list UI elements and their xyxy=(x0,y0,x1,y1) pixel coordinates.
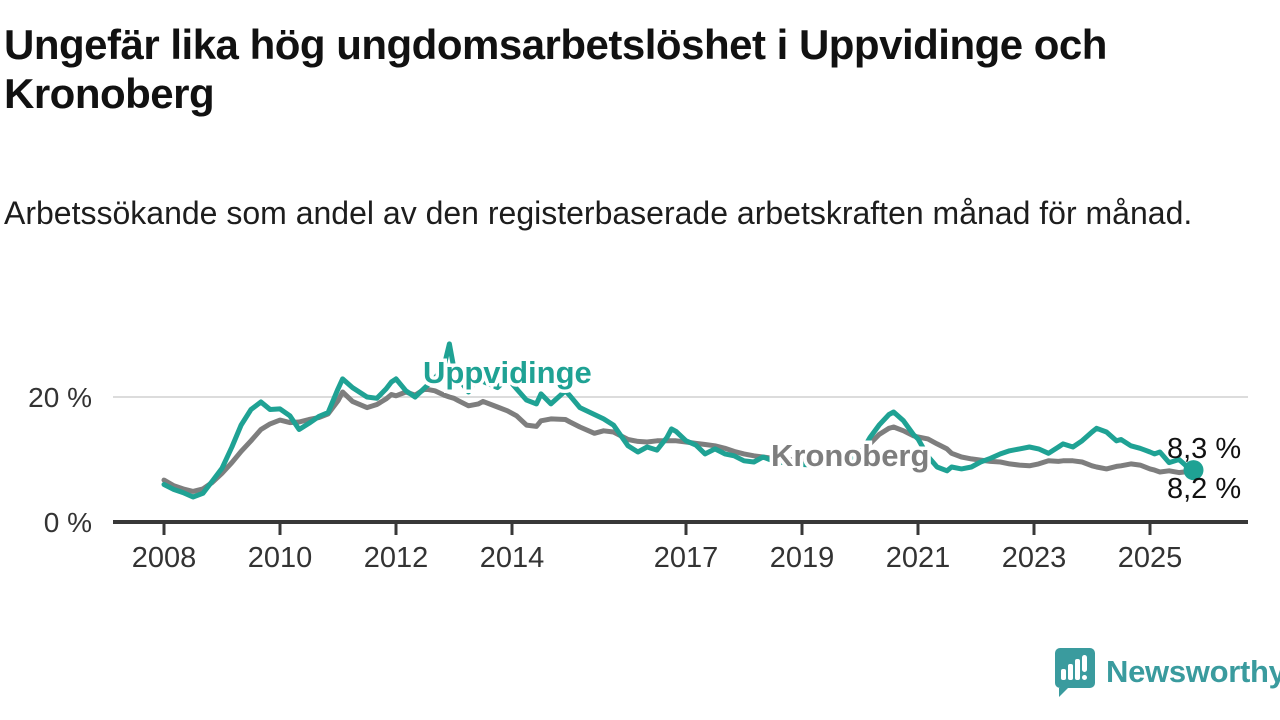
x-tick-label-2023: 2023 xyxy=(1002,542,1067,574)
end-value-label-kronoberg: 8,2 % xyxy=(1167,473,1241,505)
newsworthy-logo[interactable]: Newsworthy xyxy=(1052,646,1280,698)
exclamation-stem xyxy=(1082,655,1087,672)
bar-1 xyxy=(1061,669,1066,680)
chart-subtitle: Arbetssökande som andel av den registerb… xyxy=(4,195,1193,231)
bar-2 xyxy=(1068,664,1073,680)
y-tick-label-0: 0 % xyxy=(44,507,92,538)
exclamation-dot xyxy=(1082,675,1087,680)
x-tick-label-2021: 2021 xyxy=(886,542,951,574)
series-line-uppvidinge xyxy=(161,341,1196,500)
series-line-kronoberg xyxy=(161,386,1196,494)
x-tick-label-2019: 2019 xyxy=(770,542,835,574)
x-tick-label-2008: 2008 xyxy=(132,542,197,574)
end-value-label-uppvidinge: 8,3 % xyxy=(1167,433,1241,465)
y-tick-label-20: 20 % xyxy=(28,382,92,413)
newsworthy-wordmark: Newsworthy xyxy=(1106,654,1280,689)
bar-3 xyxy=(1075,659,1080,680)
x-tick-label-2010: 2010 xyxy=(248,542,313,574)
series-label-kronoberg: Kronoberg xyxy=(771,438,929,473)
x-tick-label-2012: 2012 xyxy=(364,542,429,574)
chart-title: Ungefär lika hög ungdomsarbetslöshet i U… xyxy=(4,21,1107,117)
x-tick-label-2014: 2014 xyxy=(480,542,545,574)
x-tick-label-2017: 2017 xyxy=(654,542,719,574)
x-tick-label-2025: 2025 xyxy=(1118,542,1183,574)
series-label-uppvidinge: Uppvidinge xyxy=(423,355,592,390)
uppvidinge-end-dot xyxy=(1183,460,1204,481)
newsworthy-bubble-icon xyxy=(1055,648,1095,697)
